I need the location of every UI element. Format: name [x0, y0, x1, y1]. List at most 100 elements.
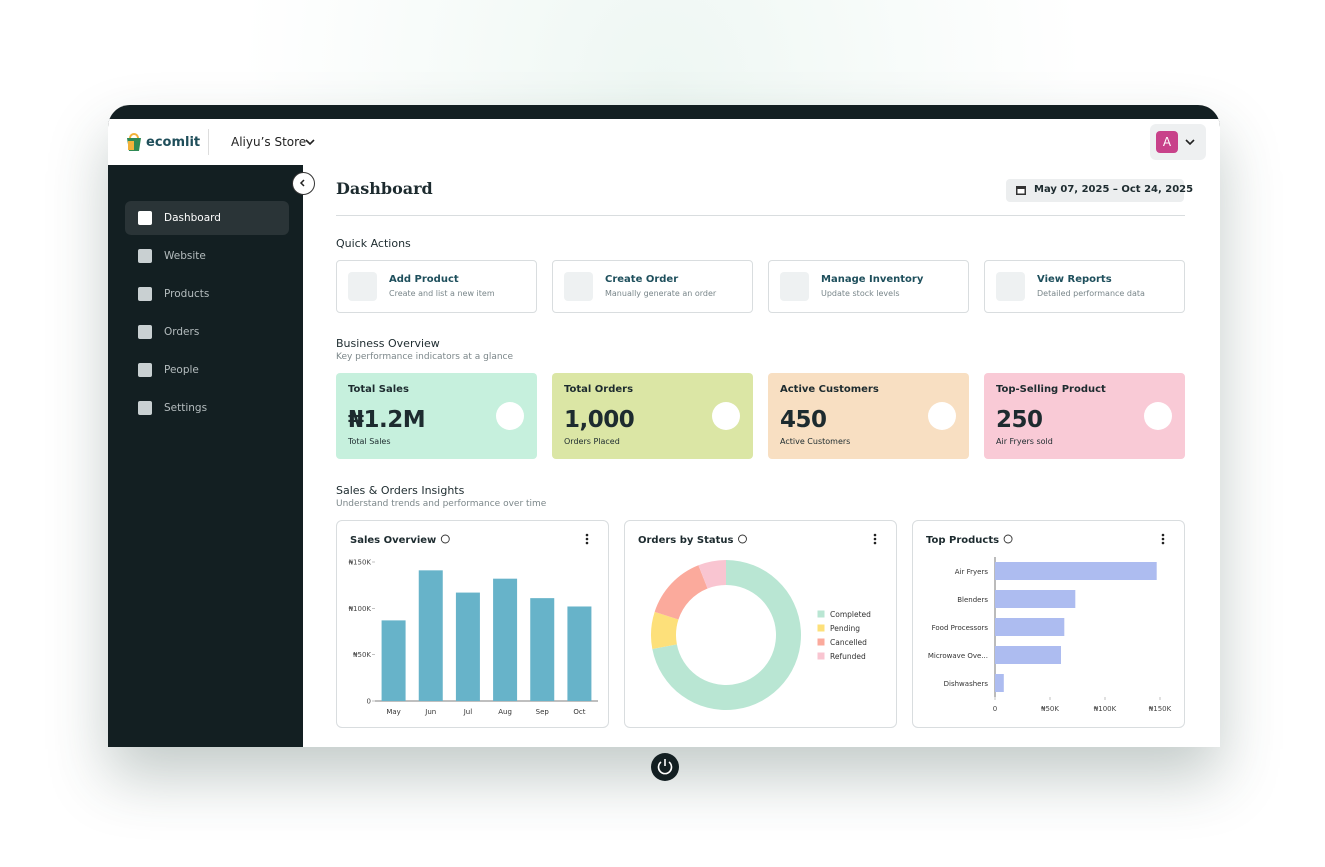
nav-icon — [138, 249, 152, 263]
donut-segment — [652, 560, 802, 710]
y-tick-label: ₦100K — [349, 605, 372, 613]
kpi-caption: Total Sales — [348, 437, 391, 446]
kpi-card: Top-Selling Product 250 Air Fryers sold — [984, 373, 1185, 459]
nav-item[interactable]: Products — [125, 277, 289, 311]
chart-title: Top Products — [926, 535, 999, 546]
logo-text: ecomlit — [146, 135, 201, 150]
y-tick-label: Microwave Ove... — [928, 652, 988, 660]
x-tick-label: Sep — [536, 708, 550, 716]
nav-icon — [138, 211, 152, 225]
bar — [493, 578, 518, 701]
calendar-icon — [1016, 186, 1026, 195]
collapse-button[interactable] — [292, 172, 315, 195]
nav-item[interactable]: Orders — [125, 315, 289, 349]
legend-swatch — [817, 652, 825, 660]
kpi-icon — [1144, 402, 1172, 430]
nav-label: Settings — [164, 402, 208, 414]
menu-dot — [1161, 537, 1165, 541]
x-tick-label: 0 — [993, 705, 997, 713]
quick-action[interactable]: Create Order Manually generate an order — [552, 260, 753, 313]
nav-label: Products — [164, 288, 210, 300]
info-icon — [738, 534, 747, 544]
date-picker[interactable] — [1006, 179, 1184, 202]
menu-dot — [585, 533, 589, 537]
quick-action[interactable]: View Reports Detailed performance data — [984, 260, 1185, 313]
top-bar: ecomlit Aliyu’s Store A — [108, 119, 1220, 165]
kpi-title: Total Orders — [564, 384, 634, 395]
kpi-icon — [496, 402, 524, 430]
nav-item[interactable]: Website — [125, 239, 289, 273]
date-range: May 07, 2025 – Oct 24, 2025 — [1034, 184, 1194, 195]
action-icon — [564, 272, 593, 301]
power-button[interactable] — [651, 753, 679, 781]
y-tick-label: Dishwashers — [944, 680, 989, 688]
kpi-card: Total Sales ₦1.2M Total Sales — [336, 373, 537, 459]
bar — [995, 562, 1157, 580]
kpi-caption: Air Fryers sold — [996, 437, 1053, 446]
action-label: View Reports — [1037, 274, 1112, 285]
menu-dot — [585, 537, 589, 541]
y-tick-label: ₦150K — [349, 559, 372, 567]
y-tick-label: Air Fryers — [955, 568, 989, 576]
menu-dot — [585, 541, 589, 545]
bar — [995, 590, 1076, 608]
quick-action[interactable]: Manage Inventory Update stock levels — [768, 260, 969, 313]
chevron — [1185, 139, 1195, 146]
kpi-icon — [928, 402, 956, 430]
avatar: A — [1156, 131, 1178, 153]
kpi-caption: Orders Placed — [564, 437, 620, 446]
legend-swatch — [817, 610, 825, 618]
donut-segment — [651, 611, 679, 650]
nav-item[interactable]: Dashboard — [125, 201, 289, 235]
x-tick-label: Aug — [498, 708, 512, 716]
x-tick-label: May — [386, 708, 400, 716]
store-selector[interactable]: Aliyu’s Store — [231, 135, 307, 149]
nav-label: Dashboard — [164, 212, 221, 224]
bar — [530, 598, 555, 701]
quick-action[interactable]: Add Product Create and list a new item — [336, 260, 537, 313]
nav-item[interactable]: People — [125, 353, 289, 387]
kpi-caption: Active Customers — [780, 437, 851, 446]
kpi-icon — [712, 402, 740, 430]
divider — [208, 129, 209, 155]
action-icon — [348, 272, 377, 301]
power-icon — [657, 759, 673, 775]
menu-dot — [873, 541, 877, 545]
bar — [995, 618, 1065, 636]
y-tick-label: 0 — [367, 698, 371, 706]
kpi-title: Top-Selling Product — [996, 384, 1106, 395]
menu-dot — [1161, 533, 1165, 537]
kpi-value: 1,000 — [564, 407, 635, 433]
action-desc: Manually generate an order — [605, 289, 717, 298]
y-tick-label: Blenders — [957, 596, 988, 604]
donut-segment — [654, 565, 708, 620]
legend-label: Pending — [830, 624, 860, 633]
legend-label: Cancelled — [830, 638, 867, 647]
action-label: Create Order — [605, 274, 679, 285]
divider — [336, 215, 1185, 216]
nav-icon — [138, 363, 152, 377]
x-tick-label: Jun — [424, 708, 436, 716]
bar — [995, 674, 1004, 692]
menu-dot — [1161, 541, 1165, 545]
legend-swatch — [817, 638, 825, 646]
x-tick-label: ₦50K — [1041, 705, 1059, 713]
x-tick-label: ₦150K — [1149, 705, 1172, 713]
action-desc: Detailed performance data — [1037, 289, 1145, 298]
kpi-value: 250 — [996, 407, 1043, 433]
kpi-value: ₦1.2M — [348, 407, 426, 433]
action-label: Manage Inventory — [821, 274, 924, 285]
logo-icon — [127, 133, 141, 151]
nav-icon — [138, 325, 152, 339]
chevron — [305, 139, 315, 146]
nav-icon — [138, 287, 152, 301]
action-label: Add Product — [389, 274, 459, 285]
nav-item[interactable]: Settings — [125, 391, 289, 425]
action-desc: Create and list a new item — [389, 289, 495, 298]
x-tick-label: Oct — [573, 708, 585, 716]
action-icon — [996, 272, 1025, 301]
bar — [995, 646, 1061, 664]
